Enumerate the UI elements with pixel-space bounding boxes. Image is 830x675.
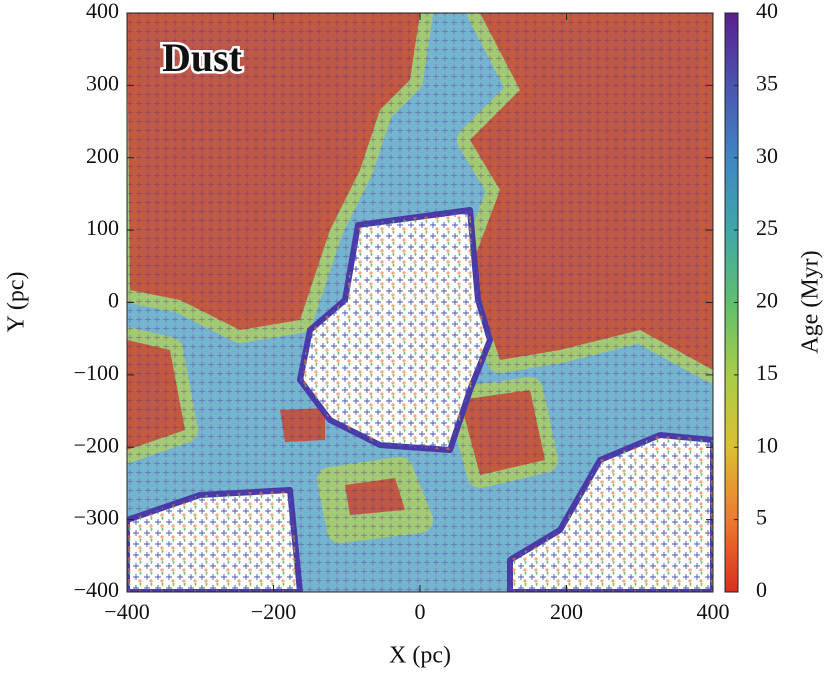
colorbar-tick-label: 15 xyxy=(756,360,778,385)
y-tick-label: −400 xyxy=(74,577,119,602)
y-tick-label: 300 xyxy=(86,70,119,95)
colorbar-tick-label: 5 xyxy=(756,505,767,530)
y-tick-label: 100 xyxy=(86,215,119,240)
y-axis-label: Y (pc) xyxy=(4,271,30,332)
colorbar-tick-label: 20 xyxy=(756,288,778,313)
y-tick-label: 200 xyxy=(86,143,119,168)
annotation: Dust xyxy=(162,35,243,80)
colorbar-tick-label: 10 xyxy=(756,432,778,457)
x-tick-label: 0 xyxy=(415,599,426,624)
colorbar-label: Age (Myr) xyxy=(798,250,824,353)
colorbar-tick-label: 40 xyxy=(756,0,778,23)
colorbar-tick-label: 25 xyxy=(756,215,778,240)
y-tick-label: 400 xyxy=(86,0,119,23)
y-tick-label: −100 xyxy=(74,360,119,385)
x-tick-label: −400 xyxy=(104,599,149,624)
y-tick-label: −300 xyxy=(74,505,119,530)
x-tick-label: −200 xyxy=(251,599,296,624)
map xyxy=(127,13,713,592)
x-tick-label: 400 xyxy=(697,599,730,624)
colorbar-tick-label: 0 xyxy=(756,577,767,602)
x-tick-label: 200 xyxy=(550,599,583,624)
x-axis-label: X (pc) xyxy=(389,643,451,669)
colorbar-tick-label: 30 xyxy=(756,143,778,168)
colorbar-tick-label: 35 xyxy=(756,70,778,95)
y-tick-label: −200 xyxy=(74,432,119,457)
y-tick-label: 0 xyxy=(108,288,119,313)
